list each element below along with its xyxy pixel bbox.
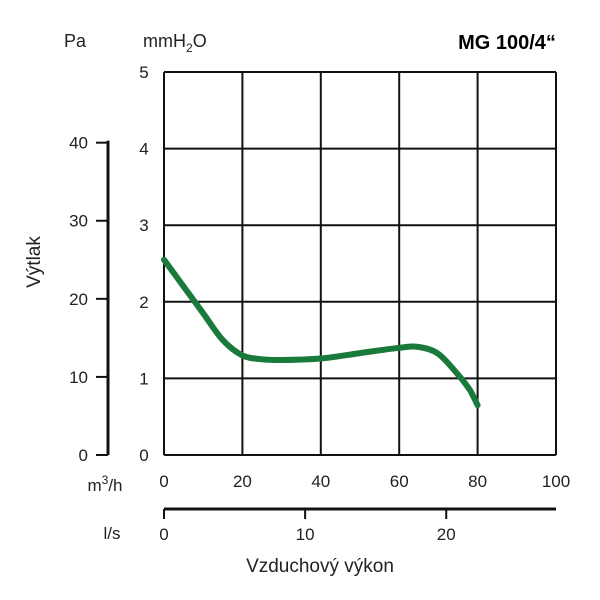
axes — [96, 140, 556, 519]
chart-title: MG 100/4“ — [458, 32, 556, 54]
y-tick-label-pa: 40 — [69, 134, 88, 153]
x-tick-label-m3h: 40 — [311, 472, 330, 491]
y-tick-label-mmh2o: 2 — [139, 293, 148, 312]
x-tick-label-ls: 10 — [296, 525, 315, 544]
y-axis-label: Výtlak — [24, 236, 45, 288]
y-tick-label-pa: 20 — [69, 290, 88, 309]
x-tick-label-m3h: 0 — [159, 472, 168, 491]
grid — [163, 71, 557, 456]
y-tick-label-mmh2o: 4 — [139, 140, 148, 159]
y-tick-label-mmh2o: 5 — [139, 63, 148, 82]
x-tick-label-m3h: 100 — [542, 472, 570, 491]
x-axis-label: Vzduchový výkon — [246, 556, 394, 577]
x-unit-m3h: m3/h — [87, 473, 122, 495]
x-tick-label-m3h: 20 — [233, 472, 252, 491]
x-tick-label-ls: 0 — [159, 525, 168, 544]
x-tick-label-m3h: 80 — [468, 472, 487, 491]
y-tick-label-pa: 10 — [69, 368, 88, 387]
x-tick-label-ls: 20 — [437, 525, 456, 544]
tick-labels: 0 1 2 3 4 5 0 10 20 30 40 0 20 40 60 80 100 0 10 20 — [69, 63, 570, 544]
performance-curve — [161, 256, 481, 409]
y-unit-mmh2o: mmH2O — [143, 31, 207, 55]
x-unit-ls: l/s — [104, 524, 121, 543]
y-unit-pa: Pa — [64, 31, 87, 51]
y-tick-label-mmh2o: 0 — [139, 446, 148, 465]
y-tick-label-mmh2o: 3 — [139, 216, 148, 235]
x-tick-label-m3h: 60 — [390, 472, 409, 491]
series-curve — [161, 256, 481, 409]
y-tick-label-pa: 30 — [69, 212, 88, 231]
y-tick-label-pa: 0 — [79, 446, 88, 465]
y-tick-label-mmh2o: 1 — [139, 369, 148, 388]
